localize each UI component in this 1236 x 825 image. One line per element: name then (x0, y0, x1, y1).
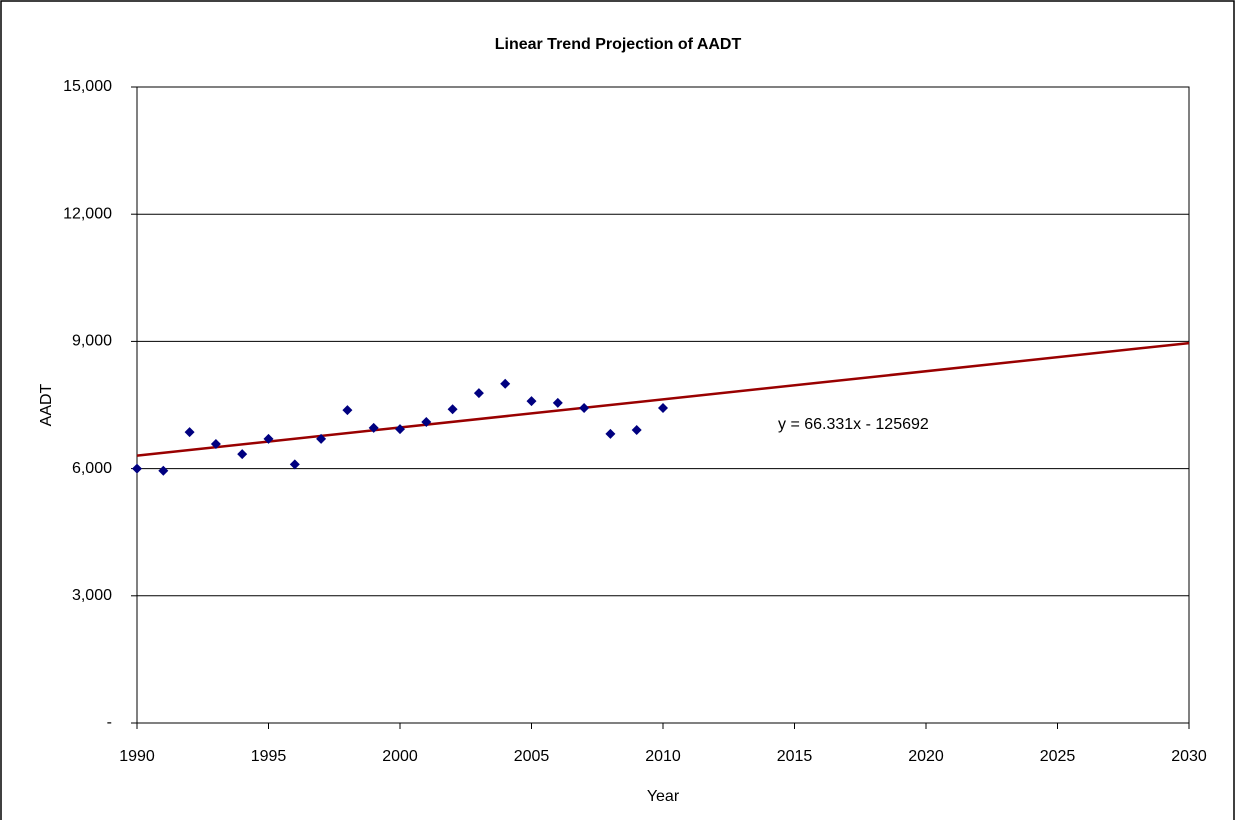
x-tick-label: 2010 (645, 748, 681, 765)
y-tick-label: - (107, 714, 112, 731)
point (368, 422, 379, 433)
trend-equation: y = 66.331x - 125692 (778, 416, 929, 433)
trend-line (136, 341, 1190, 457)
point (605, 428, 616, 439)
point (342, 405, 353, 416)
x-tick-label: 2005 (514, 748, 550, 765)
point (447, 404, 458, 415)
point (395, 424, 405, 435)
x-tick-label: 2000 (382, 748, 418, 765)
chart-title: Linear Trend Projection of AADT (495, 36, 742, 53)
point (631, 425, 642, 436)
point (132, 463, 142, 474)
point (579, 402, 590, 413)
point (158, 465, 169, 476)
point (421, 416, 432, 427)
y-tick-label: 6,000 (72, 460, 112, 477)
x-axis-label: Year (647, 788, 680, 805)
x-tick-label: 2030 (1171, 748, 1207, 765)
y-tick-label: 12,000 (63, 205, 112, 222)
y-tick-label: 15,000 (63, 78, 112, 95)
x-tick-label: 1995 (251, 748, 287, 765)
point (500, 378, 511, 389)
x-tick-label: 1990 (119, 748, 155, 765)
point (658, 402, 668, 413)
point (316, 433, 327, 444)
point (210, 439, 221, 450)
point (552, 397, 563, 408)
y-axis-label: AADT (38, 383, 55, 426)
x-tick-label: 2025 (1040, 748, 1076, 765)
point (289, 459, 300, 470)
point (473, 388, 484, 399)
y-tick-label: 3,000 (72, 587, 112, 604)
point (237, 449, 248, 460)
x-tick-label: 2020 (908, 748, 944, 765)
point (526, 396, 537, 407)
x-tick-label: 2015 (777, 748, 813, 765)
y-tick-label: 9,000 (72, 333, 112, 350)
point (184, 427, 195, 438)
point (263, 433, 274, 444)
